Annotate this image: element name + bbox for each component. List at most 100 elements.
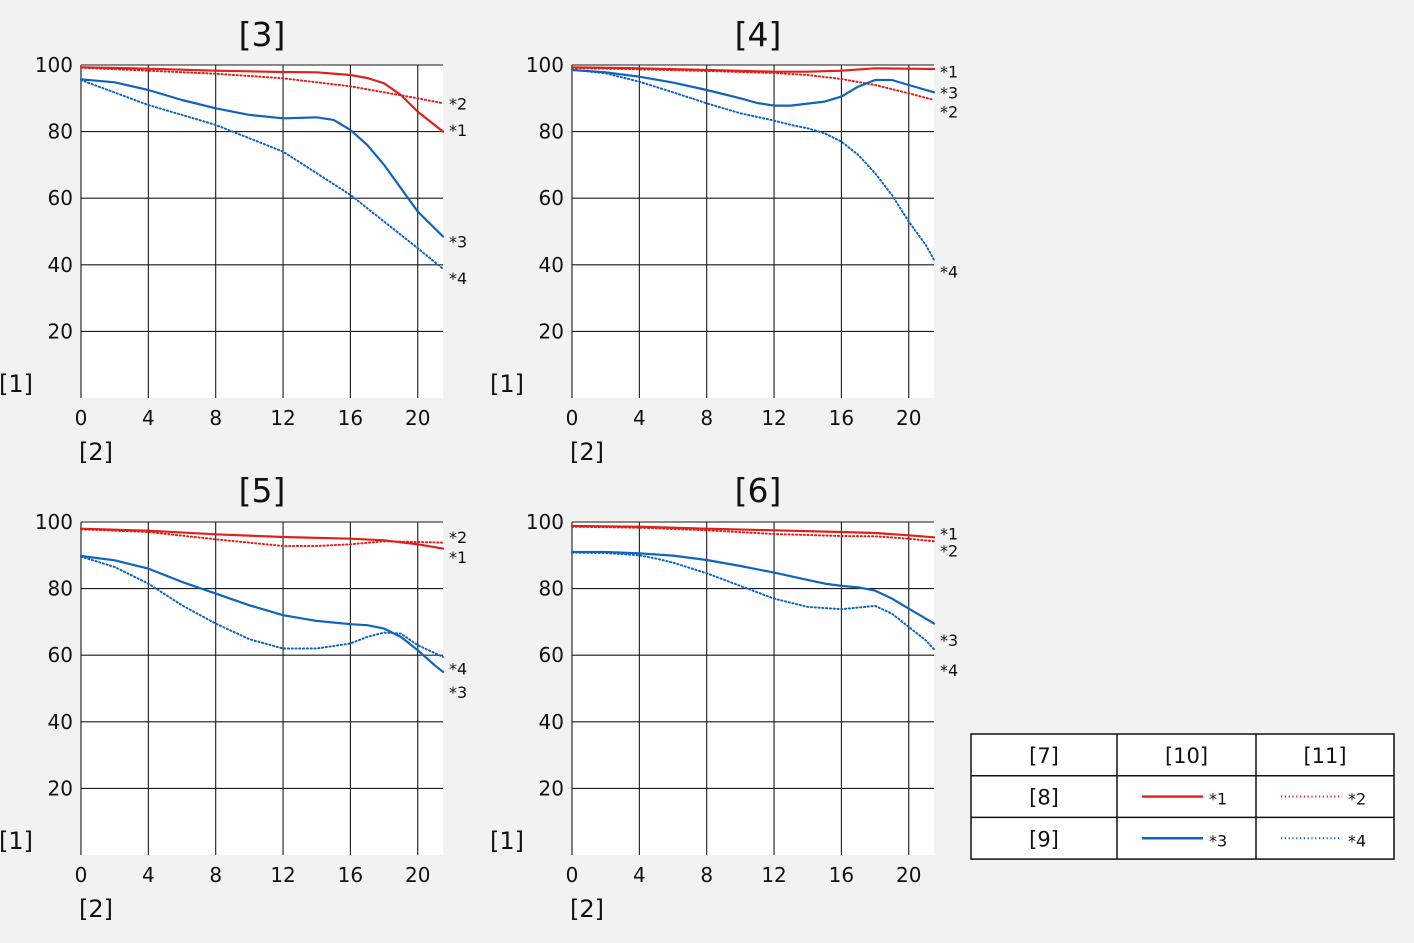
x-tick-label: 0 — [566, 406, 579, 430]
series-line-star4 — [80, 79, 444, 270]
chart-title: [5] — [239, 471, 286, 510]
curve-label: *3 — [940, 631, 958, 650]
x-tick-label: 16 — [338, 863, 363, 887]
series-line-star1 — [570, 66, 936, 73]
curve-label: *4 — [449, 269, 467, 288]
plot-area — [572, 65, 934, 398]
plot-area — [81, 65, 443, 398]
x-tick-label: 0 — [75, 863, 88, 887]
x-axis-label: [2] — [79, 895, 113, 923]
curve-label: *3 — [449, 683, 467, 702]
y-tick-label: 20 — [539, 776, 564, 800]
x-tick-label: 8 — [700, 406, 713, 430]
x-tick-label: 8 — [209, 406, 222, 430]
chart-title: [6] — [735, 471, 782, 510]
legend-key-label: *1 — [1209, 790, 1227, 809]
y-tick-label: 80 — [539, 120, 564, 144]
curve-label: *1 — [449, 548, 467, 567]
x-tick-label: 16 — [338, 406, 363, 430]
series-line-star2 — [571, 525, 935, 543]
series-line-star1 — [570, 524, 936, 539]
y-axis-label: [1] — [0, 370, 33, 398]
curve-label: *2 — [940, 541, 958, 560]
x-tick-label: 16 — [829, 863, 854, 887]
x-tick-label: 4 — [142, 406, 155, 430]
x-tick-label: 20 — [896, 863, 921, 887]
y-tick-label: 40 — [48, 253, 73, 277]
series-line-star2 — [80, 66, 444, 105]
chart-panel-1: *2 *1 *3 *4 [3] 20 40 60 80 100 0 4 8 12 16 20 [1] [2] — [0, 15, 467, 466]
x-tick-label: 16 — [829, 406, 854, 430]
x-tick-label: 8 — [209, 863, 222, 887]
series-line-star3 — [570, 68, 936, 107]
series-line-star2 — [80, 528, 444, 547]
series-line-star3 — [79, 554, 445, 674]
y-tick-label: 60 — [48, 643, 73, 667]
x-tick-label: 4 — [633, 406, 646, 430]
y-tick-label: 40 — [539, 710, 564, 734]
y-tick-label: 60 — [539, 643, 564, 667]
series-line-star2 — [571, 67, 935, 101]
y-tick-label: 80 — [48, 120, 73, 144]
plot-area — [81, 522, 443, 855]
x-tick-label: 20 — [405, 406, 430, 430]
x-axis-label: [2] — [79, 438, 113, 466]
legend-row-label: [8] — [1029, 786, 1059, 810]
x-tick-label: 0 — [566, 863, 579, 887]
y-tick-label: 60 — [539, 186, 564, 210]
chart-panel-4: *1*2 *3 *4 [6] 20 40 60 80 100 0 4 8 12 16 20 [1] [2] — [490, 471, 958, 923]
x-tick-label: 12 — [761, 863, 786, 887]
y-tick-label: 40 — [539, 253, 564, 277]
y-tick-label: 80 — [539, 577, 564, 601]
y-tick-label: 20 — [48, 776, 73, 800]
series-line-star3 — [79, 78, 445, 238]
legend-table: [7] [10] [11] [8] *1 *2 [9] *3 *4 — [970, 733, 1395, 860]
legend-header-cell: [11] — [1303, 744, 1346, 768]
curve-label: *2 — [449, 528, 467, 547]
curve-label: *1 — [940, 63, 958, 82]
series-line-star1 — [79, 527, 445, 550]
curve-label: *4 — [940, 661, 958, 680]
y-tick-label: 40 — [48, 710, 73, 734]
x-axis-label: [2] — [570, 895, 604, 923]
curve-label: *3 — [449, 232, 467, 251]
y-tick-label: 80 — [48, 577, 73, 601]
plot-area — [572, 522, 934, 855]
series-line-star4 — [571, 551, 935, 651]
y-tick-label: 20 — [539, 319, 564, 343]
x-tick-label: 12 — [270, 406, 295, 430]
y-axis-label: [1] — [490, 370, 524, 398]
curve-label: *3 — [940, 83, 958, 102]
series-line-star4 — [80, 555, 444, 658]
y-tick-label: 60 — [48, 186, 73, 210]
x-tick-label: 12 — [761, 406, 786, 430]
legend-key-label: *2 — [1348, 790, 1366, 809]
x-tick-label: 4 — [142, 863, 155, 887]
legend-key-label: *3 — [1209, 831, 1227, 850]
y-tick-label: 100 — [35, 510, 73, 534]
legend-row-label: [9] — [1029, 827, 1059, 851]
x-tick-label: 0 — [75, 406, 88, 430]
legend-header-cell: [7] — [1029, 744, 1059, 768]
curve-label: *4 — [449, 660, 467, 679]
series-line-star4 — [571, 68, 935, 261]
x-tick-label: 8 — [700, 863, 713, 887]
legend-header-cell: [10] — [1165, 744, 1208, 768]
curve-label: *2 — [449, 94, 467, 113]
curve-label: *1 — [449, 121, 467, 140]
y-tick-label: 100 — [526, 510, 564, 534]
y-tick-label: 100 — [35, 53, 73, 77]
x-tick-label: 20 — [896, 406, 921, 430]
x-tick-label: 4 — [633, 863, 646, 887]
curve-label: *4 — [940, 262, 958, 281]
y-tick-label: 100 — [526, 53, 564, 77]
chart-title: [4] — [735, 15, 782, 54]
chart-panel-2: *1*3*2 *4 [4] 20 40 60 80 100 0 4 8 12 16 20 [1] [2] — [490, 15, 958, 466]
y-tick-label: 20 — [48, 319, 73, 343]
x-axis-label: [2] — [570, 438, 604, 466]
chart-title: [3] — [239, 15, 286, 54]
y-axis-label: [1] — [0, 827, 33, 855]
chart-panel-3: *2*1 *4 *3 [5] 20 40 60 80 100 0 4 8 12 16 20 [1] [2] — [0, 471, 467, 923]
